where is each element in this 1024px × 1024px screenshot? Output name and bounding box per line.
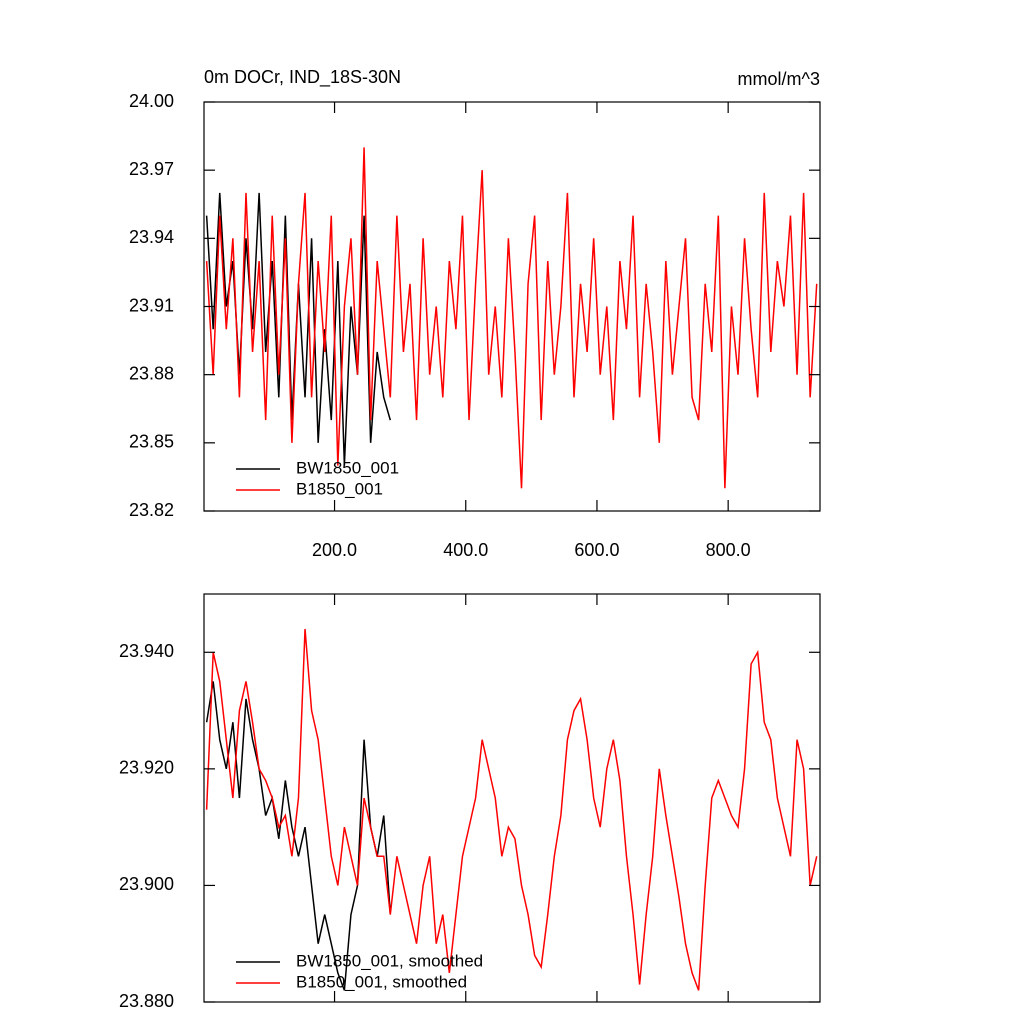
legend-label: B1850_001, smoothed: [296, 972, 467, 991]
x-tick-label: 600.0: [574, 540, 619, 560]
plot-frame: [203, 593, 821, 1003]
y-tick-label: 23.94: [129, 227, 174, 247]
y-tick-label: 23.900: [119, 874, 174, 894]
legend-label: BW1850_001: [296, 458, 399, 477]
y-tick-label: 23.920: [119, 758, 174, 778]
y-tick-label: 23.940: [119, 641, 174, 661]
x-tick-label: 400.0: [443, 540, 488, 560]
series-line: [205, 628, 818, 991]
series-line: [205, 147, 818, 489]
x-tick-label: 800.0: [706, 540, 751, 560]
series-line: [205, 192, 392, 466]
y-tick-label: 23.880: [119, 991, 174, 1011]
x-tick-label: 200.0: [312, 540, 357, 560]
y-tick-label: 23.91: [129, 295, 174, 315]
y-tick-label: 23.85: [129, 432, 174, 452]
legend-label: BW1850_001, smoothed: [296, 951, 483, 970]
y-tick-label: 23.88: [129, 363, 174, 383]
series-line: [205, 681, 392, 991]
y-tick-label: 23.97: [129, 159, 174, 179]
legend-label: B1850_001: [296, 479, 383, 498]
y-units-label: mmol/m^3: [738, 69, 820, 89]
y-tick-label: 24.00: [129, 91, 174, 111]
y-tick-label: 23.82: [129, 500, 174, 520]
chart-title: 0m DOCr, IND_18S-30N: [204, 67, 401, 88]
